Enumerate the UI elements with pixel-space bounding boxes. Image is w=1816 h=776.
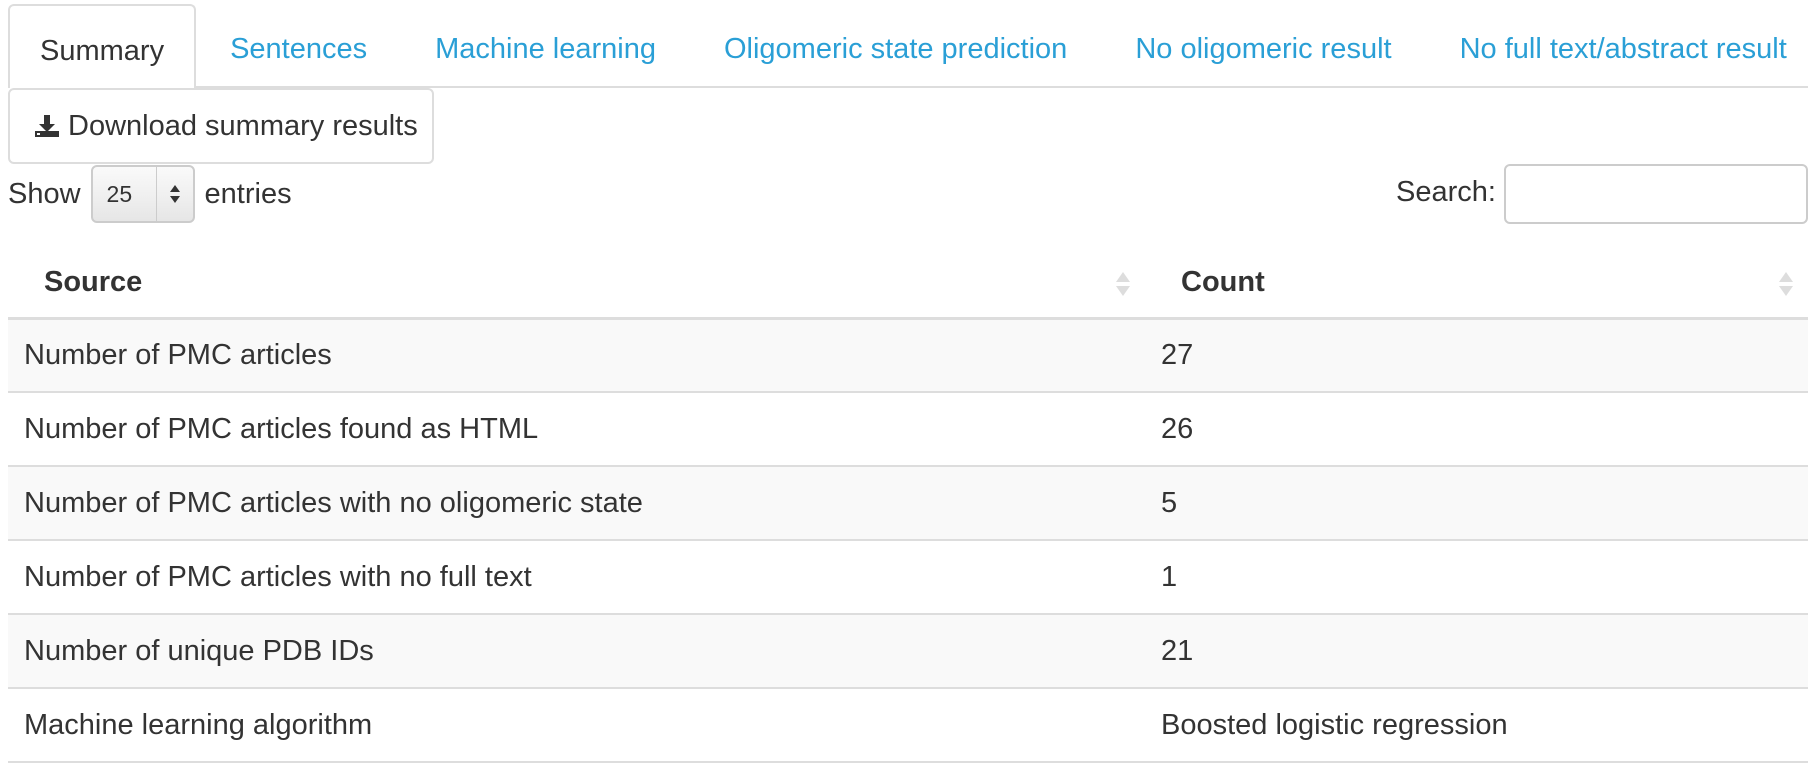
download-summary-button[interactable]: Download summary results bbox=[8, 88, 434, 164]
tab-bar: Summary Sentences Machine learning Oligo… bbox=[8, 0, 1808, 88]
cell-count: 27 bbox=[1145, 318, 1808, 393]
select-arrows-icon bbox=[155, 167, 193, 221]
search-input[interactable] bbox=[1504, 164, 1808, 224]
entries-select-value: 25 bbox=[106, 180, 133, 207]
tab-summary[interactable]: Summary bbox=[8, 4, 197, 88]
cell-source: Number of unique PDB IDs bbox=[8, 614, 1145, 689]
length-control: Show 25 entries bbox=[8, 164, 292, 224]
search-label: Search: bbox=[1396, 176, 1496, 208]
cell-source: Number of PMC articles bbox=[8, 318, 1145, 393]
table-row: Machine learning algorithm Boosted logis… bbox=[8, 688, 1808, 763]
cell-count: 26 bbox=[1145, 392, 1808, 467]
table-row: Number of PMC articles found as HTML 26 bbox=[8, 392, 1808, 467]
table-row: Number of PMC articles 27 bbox=[8, 318, 1808, 393]
summary-table: Source Count Number of PMC articles 27 N… bbox=[8, 248, 1808, 763]
entries-select[interactable]: 25 bbox=[90, 165, 195, 223]
download-icon bbox=[35, 115, 59, 137]
cell-source: Number of PMC articles found as HTML bbox=[8, 392, 1145, 467]
table-row: Number of PMC articles with no oligomeri… bbox=[8, 466, 1808, 541]
cell-count: Boosted logistic regression bbox=[1145, 688, 1808, 763]
tab-sentences[interactable]: Sentences bbox=[230, 33, 368, 65]
column-header-source[interactable]: Source bbox=[8, 248, 1145, 320]
cell-count: 5 bbox=[1145, 466, 1808, 541]
column-header-count-label: Count bbox=[1181, 265, 1265, 298]
tab-no-oligomeric-result[interactable]: No oligomeric result bbox=[1135, 33, 1392, 65]
sort-icon bbox=[1116, 272, 1130, 296]
entries-label: entries bbox=[204, 177, 292, 210]
sort-icon bbox=[1779, 272, 1793, 296]
cell-source: Machine learning algorithm bbox=[8, 688, 1145, 763]
tab-machine-learning[interactable]: Machine learning bbox=[435, 33, 656, 65]
cell-count: 21 bbox=[1145, 614, 1808, 689]
table-row: Number of unique PDB IDs 21 bbox=[8, 614, 1808, 689]
cell-count: 1 bbox=[1145, 540, 1808, 615]
table-row: Number of PMC articles with no full text… bbox=[8, 540, 1808, 615]
cell-source: Number of PMC articles with no oligomeri… bbox=[8, 466, 1145, 541]
show-label: Show bbox=[8, 177, 81, 210]
tab-oligomeric-state-prediction[interactable]: Oligomeric state prediction bbox=[723, 33, 1068, 65]
download-summary-label: Download summary results bbox=[68, 109, 418, 142]
tab-no-full-text-abstract-result[interactable]: No full text/abstract result bbox=[1459, 33, 1787, 65]
table-header-row: Source Count bbox=[8, 248, 1808, 320]
column-header-count[interactable]: Count bbox=[1145, 248, 1808, 320]
column-header-source-label: Source bbox=[44, 265, 143, 298]
cell-source: Number of PMC articles with no full text bbox=[8, 540, 1145, 615]
